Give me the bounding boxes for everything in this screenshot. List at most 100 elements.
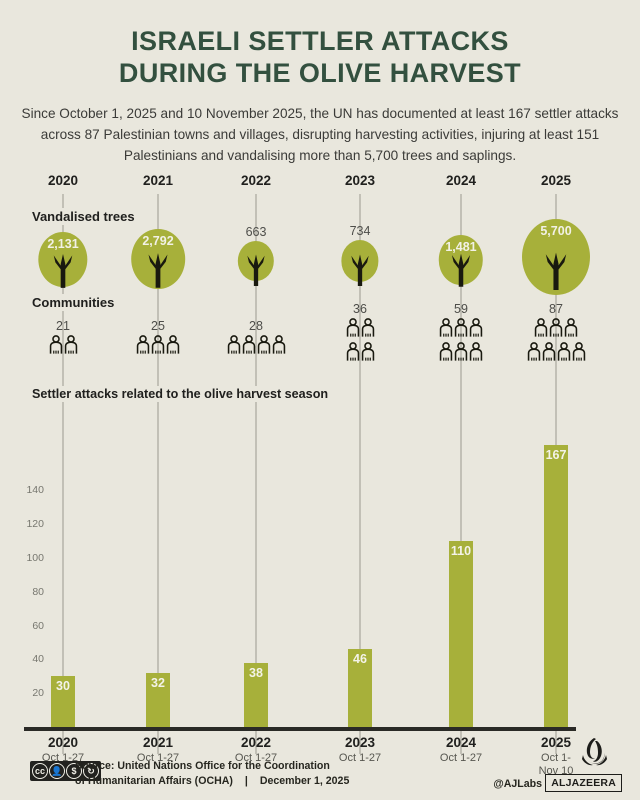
people-icon-row xyxy=(49,335,78,359)
people-icon-group xyxy=(105,335,211,359)
page-title: ISRAELI SETTLER ATTACKS DURING THE OLIVE… xyxy=(0,0,640,90)
tree-trunk-icon xyxy=(542,245,570,290)
person-icon xyxy=(534,318,548,342)
source-separator: | xyxy=(244,775,248,788)
communities-value: 21 xyxy=(56,319,70,333)
communities-marker: 21 xyxy=(10,319,116,359)
tree-trunk-icon xyxy=(449,247,474,288)
connector-line xyxy=(460,194,462,754)
people-icon-row xyxy=(136,335,180,359)
cc-by-icon: 👤 xyxy=(49,763,65,779)
person-icon xyxy=(549,318,563,342)
person-icon xyxy=(454,342,468,366)
year-column: 2024 1,481 xyxy=(408,172,514,754)
person-icon xyxy=(136,335,150,359)
vandalised-tree-value: 5,700 xyxy=(540,223,572,238)
person-icon xyxy=(439,318,453,342)
bar-value-label: 46 xyxy=(353,652,367,667)
x-axis-label: 2022 Oct 1-27 xyxy=(203,735,309,765)
vandalised-tree-value: 663 xyxy=(245,224,267,239)
person-icon xyxy=(564,318,578,342)
bar-value-label: 32 xyxy=(151,675,165,690)
timeline-year-label: 2025 xyxy=(534,173,578,188)
publish-date: December 1, 2025 xyxy=(259,775,350,788)
x-axis-year: 2020 xyxy=(47,735,79,750)
person-icon xyxy=(166,335,180,359)
x-axis-year: 2023 xyxy=(344,735,376,750)
communities-value: 28 xyxy=(249,319,263,333)
x-axis-date-range: Oct 1-27 xyxy=(439,752,483,764)
communities-marker: 25 xyxy=(105,319,211,359)
x-axis-year: 2025 xyxy=(540,735,572,750)
title-line-2: DURING THE OLIVE HARVEST xyxy=(118,57,522,88)
people-icon-row xyxy=(439,342,483,366)
vandalised-tree-marker: 663 xyxy=(203,206,309,298)
vandalised-tree-value: 2,792 xyxy=(142,233,174,248)
person-icon xyxy=(469,318,483,342)
bar-value-label: 110 xyxy=(450,543,472,558)
communities-value: 87 xyxy=(549,302,563,316)
year-column: 2020 2,131 xyxy=(10,172,116,754)
person-icon xyxy=(64,335,78,359)
people-icon-row xyxy=(439,318,483,342)
x-axis-date-range: Oct 1-27 xyxy=(234,752,278,764)
communities-marker: 36 xyxy=(307,302,413,366)
aljazeera-logo-icon xyxy=(582,738,607,766)
person-icon xyxy=(361,342,375,366)
title-line-1: ISRAELI SETTLER ATTACKS xyxy=(131,26,509,56)
x-axis-date-range: Oct 1- Nov 10 xyxy=(538,752,574,778)
x-axis-year: 2022 xyxy=(240,735,272,750)
year-column: 2021 2,792 xyxy=(105,172,211,754)
chart-bar: 38 xyxy=(244,662,268,727)
x-axis-year: 2021 xyxy=(142,735,174,750)
footer: cc 👤 $ ↻ Source: United Nations Office f… xyxy=(0,757,640,800)
timeline-year-label: 2024 xyxy=(439,173,483,188)
connector-line xyxy=(359,194,361,754)
vandalised-tree-value: 2,131 xyxy=(47,236,79,251)
person-icon xyxy=(527,342,541,366)
bar-chart: Settler attacks related to the olive har… xyxy=(0,386,640,731)
y-axis-tick-label: 120 xyxy=(26,518,44,531)
year-column: 2023 734 xyxy=(307,172,413,754)
connector-line xyxy=(255,194,257,754)
person-icon xyxy=(542,342,556,366)
cc-sa-icon: ↻ xyxy=(83,763,99,779)
people-icon-group xyxy=(408,318,514,366)
bar-value-label: 167 xyxy=(545,447,567,462)
person-icon xyxy=(227,335,241,359)
communities-marker: 59 xyxy=(408,302,514,366)
communities-value: 36 xyxy=(353,302,367,316)
connector-line xyxy=(157,194,159,754)
people-icon-row xyxy=(346,342,375,366)
vandalised-tree-marker: 2,792 xyxy=(105,206,211,298)
y-axis-tick-label: 100 xyxy=(26,551,44,564)
vandalised-tree-marker: 734 xyxy=(307,206,413,298)
communities-label: Communities xyxy=(28,294,119,311)
cc-nc-icon: $ xyxy=(66,763,82,779)
aljazeera-wordmark: ALJAZEERA xyxy=(545,774,622,792)
x-axis-line xyxy=(24,727,576,731)
page-subtitle: Since October 1, 2025 and 10 November 20… xyxy=(21,105,619,163)
communities-value: 25 xyxy=(151,319,165,333)
people-icon-row xyxy=(527,342,586,366)
person-icon xyxy=(272,335,286,359)
person-icon xyxy=(346,318,360,342)
person-icon xyxy=(572,342,586,366)
source-line-2: of Humanitarian Affairs (OCHA) xyxy=(75,775,233,788)
y-axis-tick-label: 60 xyxy=(32,619,44,632)
vandalised-trees-label: Vandalised trees xyxy=(28,208,139,225)
x-axis-label: 2024 Oct 1-27 xyxy=(408,735,514,765)
x-axis-label: 2025 Oct 1- Nov 10 xyxy=(503,735,609,779)
tree-trunk-icon xyxy=(145,246,171,289)
timeline-year-label: 2020 xyxy=(41,173,85,188)
x-axis-date-range: Oct 1-27 xyxy=(338,752,382,764)
person-icon xyxy=(469,342,483,366)
communities-marker: 87 xyxy=(503,302,609,366)
chart-title: Settler attacks related to the olive har… xyxy=(28,386,333,402)
timeline-year-label: 2023 xyxy=(338,173,382,188)
person-icon xyxy=(242,335,256,359)
timeline-year-label: 2021 xyxy=(136,173,180,188)
person-icon xyxy=(557,342,571,366)
x-axis-label: 2023 Oct 1-27 xyxy=(307,735,413,765)
